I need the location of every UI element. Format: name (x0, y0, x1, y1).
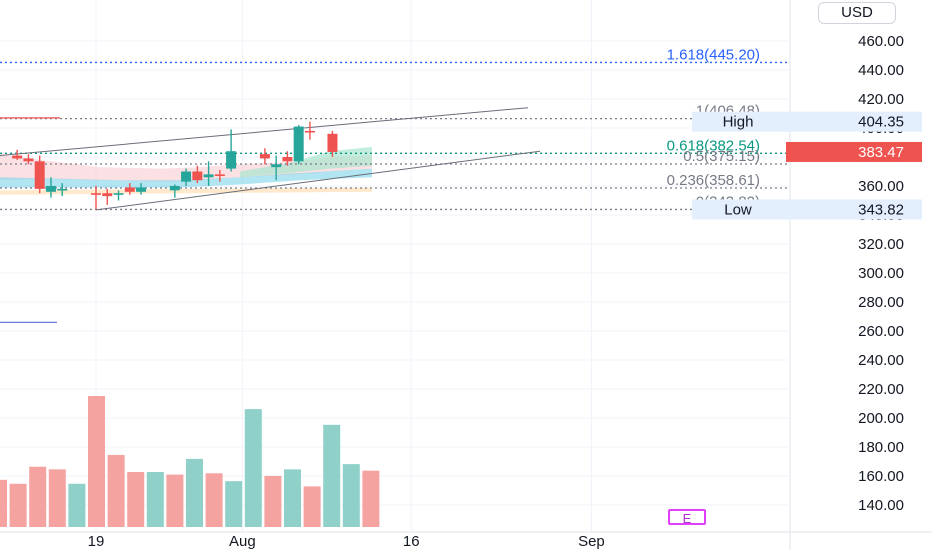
price-tick-label: 200.00 (858, 410, 904, 427)
candle-body (91, 193, 101, 195)
volume-bar (323, 424, 341, 527)
earnings-marker[interactable]: E (668, 509, 706, 526)
ma-ribbon-green (240, 146, 372, 178)
volume-bar (303, 486, 321, 527)
candle-body (102, 193, 113, 197)
currency-selector[interactable]: USD (818, 2, 896, 24)
price-tick-label: 300.00 (858, 265, 904, 282)
candle-body (282, 157, 293, 162)
time-tick-label: Aug (229, 533, 256, 550)
price-tick-label: 460.00 (858, 33, 904, 50)
price-tick-label: 260.00 (858, 323, 904, 340)
price-tick-label: 360.00 (858, 178, 904, 195)
candle-body (271, 164, 282, 168)
volume-bar (244, 409, 262, 527)
volume-bar (264, 475, 282, 527)
time-tick-label: Sep (578, 533, 605, 550)
fib-level-label: 0.236(358.61) (667, 172, 760, 189)
candle-body (293, 126, 304, 162)
volume-bar (9, 483, 27, 527)
high-marker-label: High (723, 114, 754, 131)
volume-bar (186, 458, 203, 527)
candle-body (226, 151, 237, 169)
ma-ribbon-cyan (0, 168, 372, 188)
candle-body (23, 158, 34, 162)
low-marker-label-bg (692, 199, 788, 220)
candle-body (214, 174, 225, 176)
price-tick-label: 220.00 (858, 381, 904, 398)
price-tick-label: 140.00 (858, 497, 904, 514)
moving-average-bands (0, 146, 372, 195)
low-price-tag[interactable]: 343.82 (786, 199, 922, 220)
price-tick-label: 440.00 (858, 62, 904, 79)
high-marker-label-bg (692, 111, 788, 132)
volume-bar (225, 481, 243, 527)
price-tick-label: 320.00 (858, 236, 904, 253)
candle-body (113, 193, 124, 195)
candle-body (304, 130, 315, 133)
price-tick-label: 280.00 (858, 294, 904, 311)
volume-bar (205, 473, 223, 527)
volume-bar (146, 471, 164, 527)
candle-body (192, 171, 203, 181)
low-marker-label: Low (724, 201, 752, 218)
grid (0, 0, 788, 532)
volume-bar (68, 483, 86, 527)
last-price-tag-bg (786, 141, 922, 162)
low-price-tag-bg (786, 199, 922, 220)
volume-bar (166, 474, 184, 527)
volume-bars (0, 396, 380, 527)
price-tick-label: 420.00 (858, 91, 904, 108)
fib-level-label: 0.5(375.15) (683, 148, 760, 165)
candle-body (12, 155, 23, 159)
candle-body (45, 186, 56, 192)
candle-body (57, 188, 68, 191)
volume-bar (107, 454, 125, 527)
last-price-tag-value: 383.47 (858, 144, 904, 161)
time-tick-label: 19 (88, 533, 105, 550)
ma-ribbon-orange (0, 187, 372, 195)
candlesticks (12, 121, 338, 210)
price-tick-label: 180.00 (858, 439, 904, 456)
channel-upper-line[interactable] (0, 107, 529, 157)
volume-bar (284, 469, 301, 527)
volume-bar (362, 470, 380, 527)
candle-body (124, 187, 135, 192)
volume-bar (0, 479, 7, 527)
candle-body (169, 186, 180, 191)
candle-body (34, 161, 45, 189)
fib-level-label: 1.618(445.20) (667, 46, 760, 63)
price-tick-label: 160.00 (858, 468, 904, 485)
low-price-tag-value: 343.82 (858, 201, 904, 218)
high-price-tag[interactable]: 404.35 (786, 111, 922, 132)
high-price-tag-bg (786, 111, 922, 132)
volume-bar (127, 471, 145, 527)
volume-bar (342, 464, 360, 527)
candle-body (259, 154, 270, 159)
volume-bar (88, 396, 105, 527)
price-axis[interactable]: 140.00 160.00 180.00 200.00 220.00 240.00 260.… (692, 0, 922, 550)
time-axis[interactable]: 19 Aug 16 Sep (0, 531, 932, 550)
parallel-channel[interactable] (0, 107, 541, 211)
channel-lower-line[interactable] (95, 150, 541, 211)
candle-body (181, 171, 192, 182)
last-price-tag[interactable]: 383.47 (786, 141, 922, 162)
candle-body (136, 187, 147, 192)
time-tick-label: 16 (403, 533, 420, 550)
high-price-tag-value: 404.35 (858, 114, 904, 131)
price-tick-label: 240.00 (858, 352, 904, 369)
candle-body (327, 133, 338, 152)
candle-body (203, 174, 214, 178)
fib-level-label: 0.618(382.54) (667, 137, 760, 154)
drawing-lines[interactable] (0, 117, 60, 323)
volume-bar (29, 466, 47, 527)
volume-bar (48, 469, 66, 527)
